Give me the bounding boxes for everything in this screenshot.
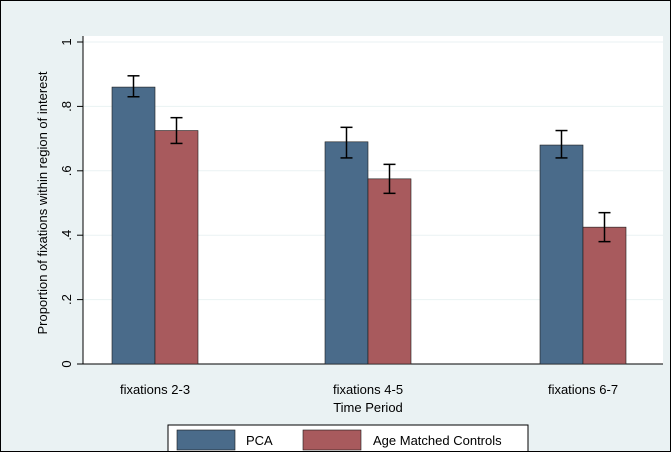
- bar: [111, 86, 156, 365]
- y-tick-label: .4: [59, 230, 74, 241]
- x-tick-label: fixations 6-7: [548, 382, 618, 397]
- x-tick-label: fixations 2-3: [120, 382, 190, 397]
- y-tick-label: .2: [59, 294, 74, 305]
- legend-label: PCA: [246, 433, 273, 448]
- legend-swatch: [302, 429, 362, 451]
- y-tick-label: .6: [59, 165, 74, 176]
- bar: [154, 130, 199, 365]
- bar: [367, 178, 412, 365]
- x-axis-title: Time Period: [333, 400, 403, 415]
- y-tick-label: 0: [59, 360, 74, 367]
- legend-swatch: [176, 429, 236, 451]
- legend-label: Age Matched Controls: [373, 433, 502, 448]
- y-tick-label: .8: [59, 101, 74, 112]
- bar: [539, 144, 584, 365]
- y-tick-label: 1: [59, 38, 74, 45]
- y-axis-title: Proportion of fixations within region of…: [35, 71, 50, 334]
- bar: [582, 226, 627, 365]
- x-tick-label: fixations 4-5: [333, 382, 403, 397]
- bar: [324, 141, 369, 365]
